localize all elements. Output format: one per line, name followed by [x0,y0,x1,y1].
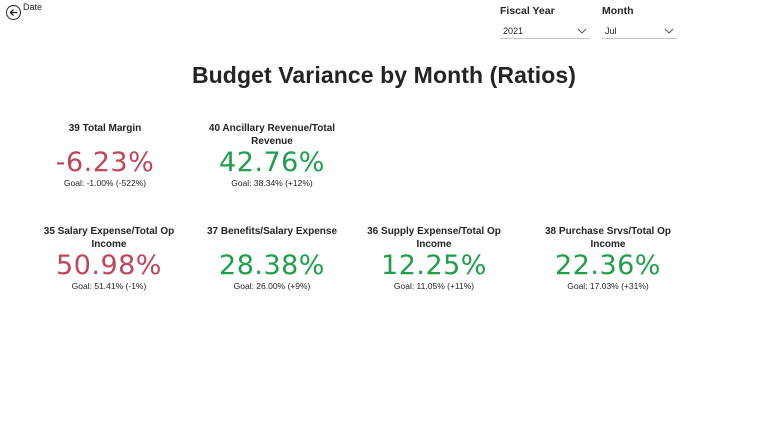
chevron-down-icon [577,28,587,34]
kpi-card-value: 42.76% [219,147,325,178]
kpi-card-goal: Goal: 11.05% (+11%) [393,281,475,291]
back-button[interactable]: Date [6,2,42,20]
kpi-card-supply-expense: 36 Supply Expense/Total Op Income 12.25%… [363,225,505,292]
kpi-card-goal: Goal: 26.00% (+9%) [233,281,311,291]
kpi-card-salary-expense: 35 Salary Expense/Total Op Income 50.98%… [30,225,188,292]
kpi-card-goal: Goal: 17.03% (+31%) [567,281,649,291]
kpi-card-title: 38 Purchase Srvs/Total Op Income [545,226,671,250]
month-value: Jul [605,25,617,36]
kpi-card-goal: Goal: 38.34% (+12%) [231,178,313,188]
kpi-card-purchase-services: 38 Purchase Srvs/Total Op Income 22.36% … [533,225,683,292]
back-button-label: Date [23,2,43,12]
kpi-card-value: -6.23% [55,147,155,178]
kpi-card-value: 28.38% [219,250,325,281]
kpi-card-benefits-salary: 37 Benefits/Salary Expense 28.38% Goal: … [196,225,348,292]
kpi-card-title: 35 Salary Expense/Total Op Income [43,226,175,250]
fiscal-year-dropdown[interactable]: 2021 [500,23,590,39]
arrow-left-circle-icon [6,5,21,20]
fiscal-year-value: 2021 [503,25,524,36]
kpi-card-total-margin: 39 Total Margin -6.23% Goal: -1.00% (-52… [30,122,180,189]
month-label: Month [602,5,634,17]
kpi-card-goal: Goal: 51.41% (-1%) [71,281,147,291]
month-slicer: Month Jul [602,5,677,39]
month-dropdown[interactable]: Jul [602,23,677,39]
kpi-card-ancillary-revenue: 40 Ancillary Revenue/Total Revenue 42.76… [196,122,348,189]
kpi-card-value: 22.36% [555,250,661,281]
kpi-card-value: 50.98% [56,250,162,281]
page-title: Budget Variance by Month (Ratios) [191,62,577,88]
chevron-down-icon [664,28,674,34]
fiscal-year-slicer: Fiscal Year 2021 [500,5,590,39]
kpi-card-title: 36 Supply Expense/Total Op Income [367,226,501,250]
fiscal-year-label: Fiscal Year [500,5,555,17]
kpi-card-title: 37 Benefits/Salary Expense [206,226,338,237]
kpi-card-title: 40 Ancillary Revenue/Total Revenue [208,123,336,147]
kpi-card-goal: Goal: -1.00% (-522%) [63,178,147,188]
kpi-card-title: 39 Total Margin [68,123,142,134]
kpi-card-value: 12.25% [381,250,487,281]
